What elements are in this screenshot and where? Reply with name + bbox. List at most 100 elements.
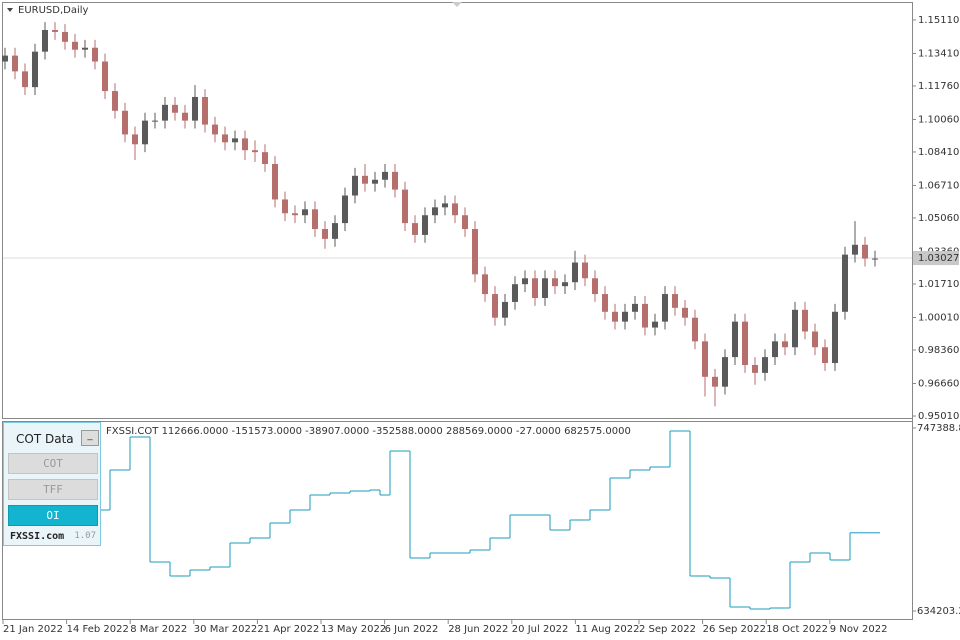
cot-button[interactable]: COT: [8, 453, 98, 474]
candle-body: [292, 213, 298, 216]
candle-body: [372, 179, 378, 184]
candle-body: [42, 29, 48, 52]
x-tick-label: 14 Feb 2022: [67, 624, 129, 635]
candle-body: [202, 96, 208, 125]
y-tick-label: 1.13410: [918, 48, 959, 59]
site-name: FXSSI.com: [10, 531, 65, 542]
candle-body: [712, 376, 718, 387]
candle-body: [272, 163, 278, 200]
candle-body: [432, 207, 438, 216]
panel-title: COT Data: [16, 432, 74, 446]
indicator-label: FXSSI.COT 112666.0000 -151573.0000 -3890…: [106, 426, 631, 437]
y-tick-label: 1.05060: [918, 213, 959, 224]
candle-body: [352, 175, 358, 196]
indicator-frame: [2, 421, 913, 620]
candle-body: [312, 209, 318, 230]
candle-body: [482, 274, 488, 295]
candle-body: [742, 321, 748, 365]
candle-body: [12, 55, 18, 72]
candle-body: [102, 61, 108, 92]
version: 1.07: [74, 531, 96, 541]
candle-body: [192, 96, 198, 121]
candle-body: [172, 104, 178, 113]
x-tick-label: 9 Nov 2022: [830, 624, 888, 635]
x-tick-label: 6 Jun 2022: [385, 624, 439, 635]
candle-body: [452, 203, 458, 216]
x-tick-label: 8 Mar 2022: [130, 624, 187, 635]
y-tick-label: 1.11760: [918, 81, 959, 92]
x-tick-label: 13 May 2022: [321, 624, 386, 635]
x-tick-label: 21 Jan 2022: [3, 624, 63, 635]
candle-body: [62, 31, 68, 42]
candle-body: [382, 171, 388, 180]
cot-button[interactable]: TFF: [8, 479, 98, 500]
candle-body: [582, 262, 588, 279]
candle-body: [672, 294, 678, 308]
candle-body: [632, 303, 638, 312]
y-tick-label: 1.15110: [918, 15, 959, 26]
candle-body: [752, 364, 758, 373]
candle-body: [232, 138, 238, 143]
current-price-label: 1.03027: [918, 253, 959, 264]
candle-body: [492, 294, 498, 318]
y-tick-label: 0.98360: [918, 345, 959, 356]
candle-body: [152, 120, 158, 122]
candle-body: [242, 138, 248, 151]
candle-body: [552, 278, 558, 287]
candle-body: [782, 341, 788, 348]
candle-body: [362, 175, 368, 184]
indicator-tick-label: 747388.8: [917, 423, 960, 434]
candle-body: [122, 110, 128, 135]
cot-panel: COT Data _ FXSSI.com 1.07 COT TFF OI: [3, 422, 101, 546]
candle-body: [682, 307, 688, 318]
candle-body: [872, 258, 878, 260]
x-tick-label: 18 Oct 2022: [766, 624, 828, 635]
candle-body: [342, 195, 348, 224]
current-price-box: [913, 251, 959, 266]
x-tick-label: 28 Jun 2022: [448, 624, 508, 635]
candle-body: [642, 303, 648, 328]
candle-body: [462, 215, 468, 230]
x-tick-label: 30 Mar 2022: [194, 624, 257, 635]
candle-body: [92, 47, 98, 62]
candle-body: [402, 189, 408, 224]
candle-body: [282, 199, 288, 214]
candle-body: [662, 294, 668, 322]
candle-body: [852, 244, 858, 255]
candle-body: [322, 229, 328, 239]
candle-body: [22, 71, 28, 88]
cot-button[interactable]: OI: [8, 505, 98, 526]
candle-body: [602, 294, 608, 312]
symbol-menu-arrow[interactable]: [7, 8, 13, 12]
candle-body: [302, 209, 308, 216]
candle-body: [572, 262, 578, 283]
candle-body: [332, 223, 338, 239]
candle-body: [802, 309, 808, 332]
candle-body: [612, 311, 618, 322]
x-tick-label: 11 Aug 2022: [575, 624, 639, 635]
candle-body: [252, 150, 258, 153]
candle-body: [592, 278, 598, 295]
candle-body: [472, 229, 478, 275]
x-tick-label: 20 Jul 2022: [512, 624, 569, 635]
candle-body: [792, 309, 798, 348]
candle-body: [32, 51, 38, 88]
y-tick-label: 1.00010: [918, 312, 959, 323]
candle-body: [822, 347, 828, 364]
candle-body: [652, 321, 658, 328]
candle-body: [762, 357, 768, 373]
candle-body: [532, 278, 538, 298]
candle-body: [82, 47, 88, 50]
candle-body: [392, 171, 398, 190]
candle-body: [422, 215, 428, 235]
candle-body: [262, 152, 268, 164]
candle-body: [442, 203, 448, 208]
scroll-marker: [452, 2, 462, 7]
y-tick-label: 0.96660: [918, 379, 959, 390]
candle-body: [112, 91, 118, 111]
minimize-button[interactable]: _: [81, 430, 99, 446]
x-tick-label: 21 Apr 2022: [257, 624, 319, 635]
candle-body: [722, 357, 728, 387]
